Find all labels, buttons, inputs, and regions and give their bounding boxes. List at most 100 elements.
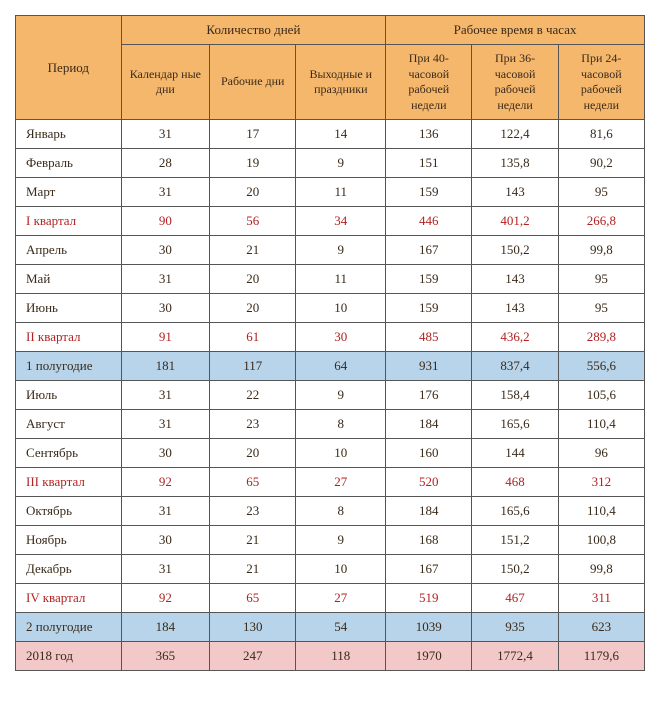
cell-calendar: 31: [121, 555, 209, 584]
cell-work: 117: [210, 352, 296, 381]
header-calendar-days: Календар ные дни: [121, 45, 209, 120]
table-row: Январь311714136122,481,6: [16, 120, 645, 149]
table-row: 1 полугодие18111764931837,4556,6: [16, 352, 645, 381]
cell-work: 65: [210, 584, 296, 613]
cell-off: 8: [296, 410, 386, 439]
cell-h36: 165,6: [472, 497, 558, 526]
cell-period: Октябрь: [16, 497, 122, 526]
cell-work: 19: [210, 149, 296, 178]
cell-calendar: 30: [121, 439, 209, 468]
cell-h36: 1772,4: [472, 642, 558, 671]
cell-h24: 623: [558, 613, 644, 642]
cell-period: Январь: [16, 120, 122, 149]
header-24h: При 24-часовой рабочей недели: [558, 45, 644, 120]
cell-calendar: 30: [121, 526, 209, 555]
table-row: Октябрь31238184165,6110,4: [16, 497, 645, 526]
table-row: Июнь30201015914395: [16, 294, 645, 323]
cell-h36: 467: [472, 584, 558, 613]
cell-h36: 143: [472, 178, 558, 207]
cell-h36: 150,2: [472, 555, 558, 584]
cell-h36: 468: [472, 468, 558, 497]
cell-calendar: 92: [121, 584, 209, 613]
cell-h36: 401,2: [472, 207, 558, 236]
cell-h40: 168: [386, 526, 472, 555]
cell-period: IV квартал: [16, 584, 122, 613]
cell-h36: 150,2: [472, 236, 558, 265]
header-period: Период: [16, 16, 122, 120]
cell-h24: 312: [558, 468, 644, 497]
cell-h24: 311: [558, 584, 644, 613]
cell-h40: 167: [386, 236, 472, 265]
cell-work: 21: [210, 526, 296, 555]
cell-h40: 446: [386, 207, 472, 236]
cell-h24: 95: [558, 178, 644, 207]
cell-h40: 184: [386, 410, 472, 439]
cell-h40: 520: [386, 468, 472, 497]
cell-off: 54: [296, 613, 386, 642]
cell-off: 27: [296, 468, 386, 497]
cell-off: 34: [296, 207, 386, 236]
cell-h24: 95: [558, 294, 644, 323]
cell-h36: 158,4: [472, 381, 558, 410]
cell-period: Февраль: [16, 149, 122, 178]
cell-h24: 95: [558, 265, 644, 294]
cell-work: 23: [210, 410, 296, 439]
cell-h24: 110,4: [558, 497, 644, 526]
cell-calendar: 365: [121, 642, 209, 671]
cell-off: 27: [296, 584, 386, 613]
table-row: Сентябрь30201016014496: [16, 439, 645, 468]
table-row: Апрель30219167150,299,8: [16, 236, 645, 265]
cell-h36: 165,6: [472, 410, 558, 439]
cell-off: 30: [296, 323, 386, 352]
cell-work: 247: [210, 642, 296, 671]
cell-period: II квартал: [16, 323, 122, 352]
table-row: Март31201115914395: [16, 178, 645, 207]
cell-calendar: 31: [121, 178, 209, 207]
calendar-table: Период Количество дней Рабочее время в ч…: [15, 15, 645, 671]
table-header: Период Количество дней Рабочее время в ч…: [16, 16, 645, 120]
cell-off: 10: [296, 555, 386, 584]
cell-period: Декабрь: [16, 555, 122, 584]
cell-h40: 485: [386, 323, 472, 352]
table-row: Август31238184165,6110,4: [16, 410, 645, 439]
cell-calendar: 31: [121, 497, 209, 526]
cell-period: Август: [16, 410, 122, 439]
cell-calendar: 31: [121, 120, 209, 149]
cell-off: 10: [296, 439, 386, 468]
cell-work: 22: [210, 381, 296, 410]
cell-calendar: 90: [121, 207, 209, 236]
header-weekends: Выходные и праздники: [296, 45, 386, 120]
cell-work: 17: [210, 120, 296, 149]
cell-h36: 122,4: [472, 120, 558, 149]
cell-off: 9: [296, 381, 386, 410]
cell-h36: 143: [472, 294, 558, 323]
cell-off: 64: [296, 352, 386, 381]
cell-period: Сентябрь: [16, 439, 122, 468]
table-row: II квартал916130485436,2289,8: [16, 323, 645, 352]
cell-work: 61: [210, 323, 296, 352]
cell-period: III квартал: [16, 468, 122, 497]
cell-h24: 96: [558, 439, 644, 468]
cell-h40: 1039: [386, 613, 472, 642]
cell-period: Март: [16, 178, 122, 207]
cell-work: 23: [210, 497, 296, 526]
cell-h40: 159: [386, 265, 472, 294]
cell-off: 9: [296, 526, 386, 555]
cell-h24: 99,8: [558, 236, 644, 265]
cell-off: 118: [296, 642, 386, 671]
cell-h36: 144: [472, 439, 558, 468]
table-row: Ноябрь30219168151,2100,8: [16, 526, 645, 555]
cell-period: Май: [16, 265, 122, 294]
cell-h40: 1970: [386, 642, 472, 671]
cell-h40: 167: [386, 555, 472, 584]
cell-h24: 1179,6: [558, 642, 644, 671]
cell-work: 20: [210, 294, 296, 323]
cell-h24: 266,8: [558, 207, 644, 236]
table-body: Январь311714136122,481,6Февраль281991511…: [16, 120, 645, 671]
table-row: 2018 год36524711819701772,41179,6: [16, 642, 645, 671]
table-row: Май31201115914395: [16, 265, 645, 294]
cell-work: 130: [210, 613, 296, 642]
table-row: Февраль28199151135,890,2: [16, 149, 645, 178]
cell-h40: 519: [386, 584, 472, 613]
cell-work: 56: [210, 207, 296, 236]
